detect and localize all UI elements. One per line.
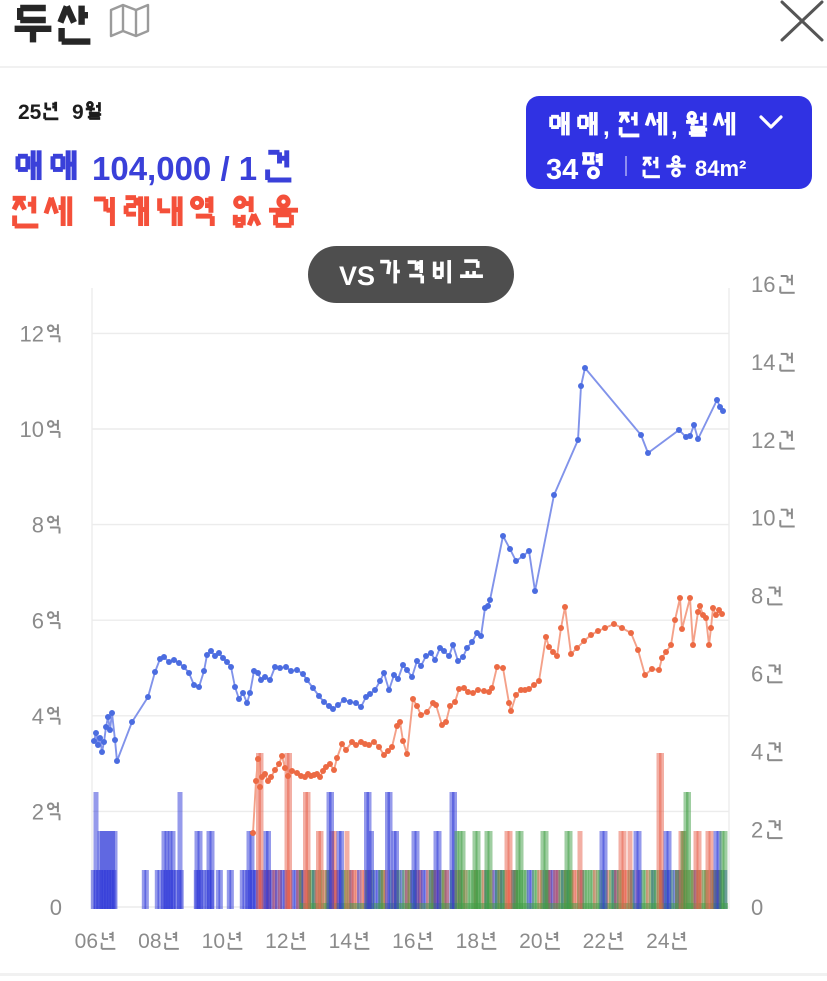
svg-text:9: 9 [72,101,84,124]
svg-text:0: 0 [751,895,763,920]
svg-text:24: 24 [646,930,670,953]
svg-text:84m²: 84m² [695,156,746,181]
svg-text:2: 2 [751,817,763,842]
svg-text:6: 6 [751,662,763,687]
svg-text:8: 8 [32,513,44,538]
svg-text:2: 2 [32,800,44,825]
svg-text:08: 08 [138,930,161,953]
svg-text:10: 10 [202,930,225,953]
svg-text:25: 25 [18,101,42,124]
svg-text:16: 16 [392,930,415,953]
svg-text:0: 0 [50,895,62,920]
svg-text:12: 12 [751,428,775,453]
svg-text:4: 4 [751,739,763,764]
svg-text:14: 14 [329,930,353,953]
svg-text:20: 20 [519,930,542,953]
svg-text:104,000 / 1: 104,000 / 1 [92,150,257,187]
svg-text:8: 8 [751,584,763,609]
svg-text:4: 4 [32,704,44,729]
svg-text:10: 10 [20,417,44,442]
svg-text:06: 06 [75,930,98,953]
svg-text:10: 10 [751,506,775,531]
svg-text:22: 22 [583,930,606,953]
svg-text:,: , [671,114,678,141]
svg-text:6: 6 [32,608,44,633]
svg-text:16: 16 [751,272,775,297]
svg-text:12: 12 [265,930,288,953]
svg-text:,: , [603,114,610,141]
svg-text:VS: VS [339,261,375,291]
svg-text:34: 34 [546,154,578,186]
svg-text:14: 14 [751,350,775,375]
svg-text:12: 12 [20,322,44,347]
svg-text:18: 18 [456,930,479,953]
